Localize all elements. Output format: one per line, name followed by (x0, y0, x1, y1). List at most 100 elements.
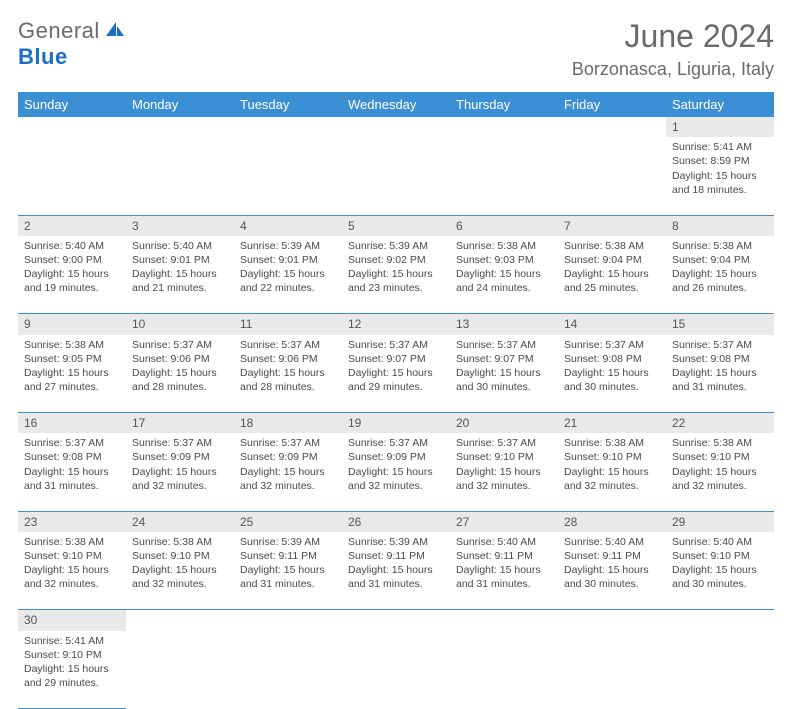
daynum-row: 2345678 (18, 215, 774, 236)
day-content-cell (234, 631, 342, 709)
sunset: Sunset: 9:10 PM (456, 450, 552, 464)
day-number-cell: 15 (666, 314, 774, 335)
location: Borzonasca, Liguria, Italy (572, 59, 774, 80)
daynum-row: 1 (18, 117, 774, 137)
daylight-1: Daylight: 15 hours (132, 366, 228, 380)
day-number-cell: 10 (126, 314, 234, 335)
day-number-cell (342, 610, 450, 631)
sunset: Sunset: 9:04 PM (564, 253, 660, 267)
day-number-cell: 8 (666, 215, 774, 236)
sunset: Sunset: 9:10 PM (24, 549, 120, 563)
day-content-cell: Sunrise: 5:39 AMSunset: 9:02 PMDaylight:… (342, 236, 450, 314)
day-number-cell: 6 (450, 215, 558, 236)
daylight-2: and 18 minutes. (672, 183, 768, 197)
daylight-1: Daylight: 15 hours (24, 662, 120, 676)
day-content-cell: Sunrise: 5:38 AMSunset: 9:10 PMDaylight:… (18, 532, 126, 610)
sunrise: Sunrise: 5:40 AM (672, 535, 768, 549)
day-content-cell: Sunrise: 5:40 AMSunset: 9:01 PMDaylight:… (126, 236, 234, 314)
daylight-2: and 32 minutes. (132, 577, 228, 591)
day-content-cell (18, 137, 126, 215)
col-monday: Monday (126, 92, 234, 117)
daylight-2: and 32 minutes. (132, 479, 228, 493)
day-content-cell (126, 631, 234, 709)
day-number-cell: 22 (666, 413, 774, 434)
day-content-cell: Sunrise: 5:39 AMSunset: 9:11 PMDaylight:… (234, 532, 342, 610)
day-content-cell: Sunrise: 5:38 AMSunset: 9:10 PMDaylight:… (126, 532, 234, 610)
daylight-2: and 29 minutes. (348, 380, 444, 394)
sunset: Sunset: 9:11 PM (456, 549, 552, 563)
calendar-table: Sunday Monday Tuesday Wednesday Thursday… (18, 92, 774, 709)
sunrise: Sunrise: 5:37 AM (672, 338, 768, 352)
sunset: Sunset: 9:06 PM (132, 352, 228, 366)
daylight-2: and 28 minutes. (132, 380, 228, 394)
daylight-1: Daylight: 15 hours (348, 366, 444, 380)
daylight-2: and 27 minutes. (24, 380, 120, 394)
day-content-cell: Sunrise: 5:38 AMSunset: 9:05 PMDaylight:… (18, 335, 126, 413)
daylight-1: Daylight: 15 hours (564, 465, 660, 479)
day-number-cell (450, 610, 558, 631)
col-sunday: Sunday (18, 92, 126, 117)
sunset: Sunset: 9:07 PM (348, 352, 444, 366)
day-content-cell (558, 137, 666, 215)
sunrise: Sunrise: 5:38 AM (24, 535, 120, 549)
col-wednesday: Wednesday (342, 92, 450, 117)
day-number-cell: 30 (18, 610, 126, 631)
sunrise: Sunrise: 5:38 AM (564, 436, 660, 450)
daynum-row: 16171819202122 (18, 413, 774, 434)
day-number-cell (234, 117, 342, 137)
day-number-cell (666, 610, 774, 631)
daylight-2: and 31 minutes. (24, 479, 120, 493)
sunset: Sunset: 9:08 PM (672, 352, 768, 366)
sunrise: Sunrise: 5:37 AM (240, 338, 336, 352)
day-content-cell: Sunrise: 5:37 AMSunset: 9:06 PMDaylight:… (234, 335, 342, 413)
sunset: Sunset: 9:00 PM (24, 253, 120, 267)
daylight-2: and 30 minutes. (564, 380, 660, 394)
daylight-2: and 30 minutes. (564, 577, 660, 591)
sunset: Sunset: 9:11 PM (240, 549, 336, 563)
daylight-1: Daylight: 15 hours (132, 563, 228, 577)
day-number-cell (342, 117, 450, 137)
sunrise: Sunrise: 5:37 AM (348, 338, 444, 352)
sunset: Sunset: 9:02 PM (348, 253, 444, 267)
daylight-2: and 32 minutes. (564, 479, 660, 493)
sunrise: Sunrise: 5:41 AM (672, 140, 768, 154)
daylight-1: Daylight: 15 hours (672, 169, 768, 183)
day-number-cell: 16 (18, 413, 126, 434)
sunrise: Sunrise: 5:37 AM (24, 436, 120, 450)
day-number-cell: 3 (126, 215, 234, 236)
daylight-1: Daylight: 15 hours (132, 267, 228, 281)
sunset: Sunset: 9:11 PM (348, 549, 444, 563)
day-content-cell: Sunrise: 5:37 AMSunset: 9:06 PMDaylight:… (126, 335, 234, 413)
content-row: Sunrise: 5:38 AMSunset: 9:10 PMDaylight:… (18, 532, 774, 610)
day-number-cell (126, 117, 234, 137)
day-content-cell: Sunrise: 5:38 AMSunset: 9:04 PMDaylight:… (558, 236, 666, 314)
sunset: Sunset: 9:05 PM (24, 352, 120, 366)
daylight-1: Daylight: 15 hours (456, 366, 552, 380)
daylight-1: Daylight: 15 hours (564, 366, 660, 380)
sunset: Sunset: 9:10 PM (672, 549, 768, 563)
day-content-cell: Sunrise: 5:40 AMSunset: 9:11 PMDaylight:… (450, 532, 558, 610)
daylight-1: Daylight: 15 hours (24, 366, 120, 380)
day-number-cell (558, 117, 666, 137)
daylight-2: and 24 minutes. (456, 281, 552, 295)
sunset: Sunset: 9:09 PM (348, 450, 444, 464)
sunset: Sunset: 9:04 PM (672, 253, 768, 267)
daylight-1: Daylight: 15 hours (240, 267, 336, 281)
sunrise: Sunrise: 5:37 AM (240, 436, 336, 450)
day-content-cell (342, 631, 450, 709)
header: General Blue June 2024 Borzonasca, Ligur… (18, 18, 774, 80)
sunrise: Sunrise: 5:39 AM (240, 239, 336, 253)
daylight-1: Daylight: 15 hours (24, 563, 120, 577)
sunrise: Sunrise: 5:37 AM (132, 338, 228, 352)
daylight-2: and 25 minutes. (564, 281, 660, 295)
day-number-cell (18, 117, 126, 137)
sunset: Sunset: 9:10 PM (132, 549, 228, 563)
daylight-2: and 28 minutes. (240, 380, 336, 394)
daylight-1: Daylight: 15 hours (240, 465, 336, 479)
content-row: Sunrise: 5:41 AMSunset: 9:10 PMDaylight:… (18, 631, 774, 709)
sunrise: Sunrise: 5:39 AM (348, 535, 444, 549)
sunset: Sunset: 9:10 PM (24, 648, 120, 662)
daylight-1: Daylight: 15 hours (672, 465, 768, 479)
daylight-1: Daylight: 15 hours (24, 465, 120, 479)
day-number-cell (558, 610, 666, 631)
